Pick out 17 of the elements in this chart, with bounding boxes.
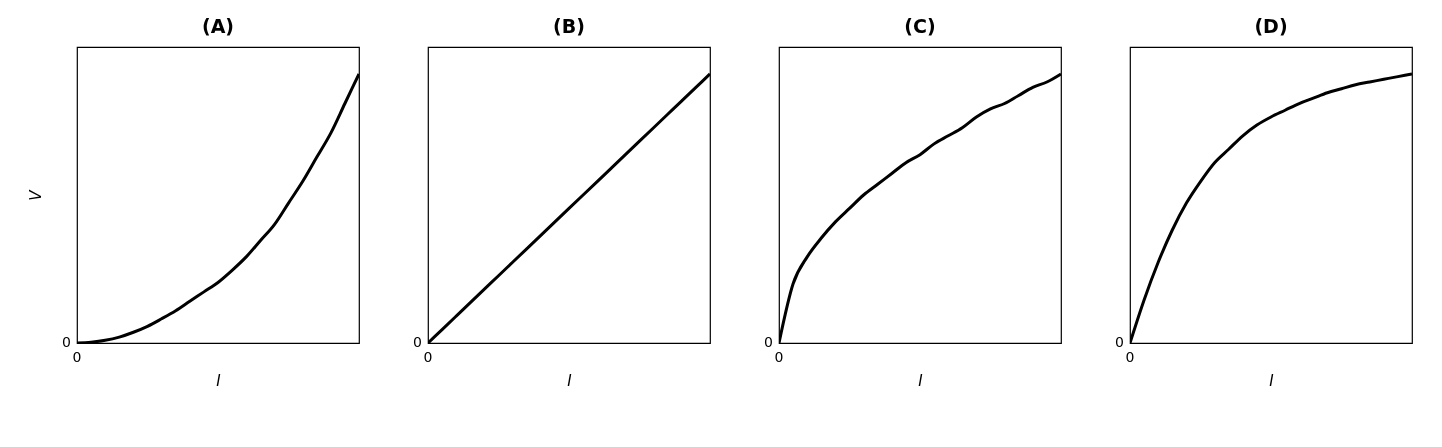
- text: 0: [1115, 334, 1124, 350]
- y-axis-title: V: [26, 188, 45, 201]
- x-axis-title: I: [1269, 371, 1275, 390]
- text: 0: [1125, 349, 1135, 365]
- x-axis-title: I: [918, 371, 924, 390]
- chart-title: (D): [1254, 15, 1288, 37]
- text: 0: [423, 349, 433, 365]
- text: 0: [62, 334, 71, 350]
- x-axis-title: I: [216, 371, 222, 390]
- text: 0: [72, 349, 82, 365]
- chart-title: (B): [553, 15, 585, 37]
- text: 0: [774, 349, 784, 365]
- x-axis-title: I: [567, 371, 573, 390]
- text: 0: [764, 334, 773, 350]
- chart-title: (A): [201, 15, 235, 37]
- chart-title: (C): [904, 15, 936, 37]
- text: 0: [413, 334, 422, 350]
